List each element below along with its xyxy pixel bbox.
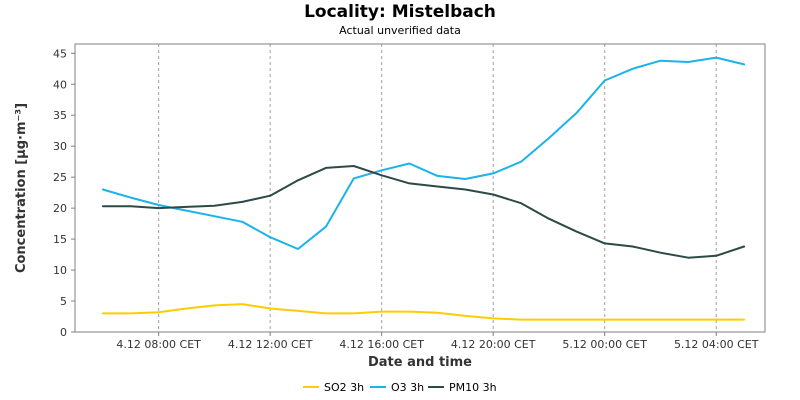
x-tick-label: 5.12 00:00 CET: [562, 338, 647, 351]
legend-label: PM10 3h: [449, 381, 497, 394]
y-axis-ticks: 0 5 10 15 20 25 30 35 40 45: [53, 47, 75, 339]
legend-label: O3 3h: [391, 381, 424, 394]
y-tick-label: 20: [53, 202, 67, 215]
x-tick-label: 4.12 16:00 CET: [339, 338, 424, 351]
y-tick-label: 0: [60, 326, 67, 339]
chart-subtitle: Actual unverified data: [339, 24, 461, 37]
y-tick-label: 5: [60, 295, 67, 308]
x-tick-label: 5.12 04:00 CET: [674, 338, 759, 351]
y-tick-label: 15: [53, 233, 67, 246]
legend-item: SO2 3h: [303, 381, 364, 394]
y-tick-label: 40: [53, 78, 67, 91]
legend-item: O3 3h: [370, 381, 424, 394]
plot-area-border: [74, 43, 766, 333]
y-axis-label: Concentration [µg·m⁻³]: [14, 103, 29, 273]
series-line-pm10-3h: [101, 165, 746, 259]
y-tick-label: 35: [53, 109, 67, 122]
series-lines: [101, 56, 746, 321]
series-line-o3-3h: [101, 56, 746, 250]
x-axis-label: Date and time: [368, 355, 472, 370]
series-line-so2-3h: [101, 303, 746, 321]
y-tick-label: 30: [53, 140, 67, 153]
legend: SO2 3h O3 3h PM10 3h: [303, 381, 497, 394]
y-tick-label: 25: [53, 171, 67, 184]
x-tick-label: 4.12 20:00 CET: [451, 338, 536, 351]
legend-label: SO2 3h: [324, 381, 364, 394]
legend-item: PM10 3h: [428, 381, 497, 394]
x-tick-label: 4.12 12:00 CET: [228, 338, 313, 351]
y-tick-label: 10: [53, 264, 67, 277]
y-tick-label: 45: [53, 47, 67, 60]
x-axis-ticks: 4.12 08:00 CET 4.12 12:00 CET 4.12 16:00 C…: [116, 332, 759, 351]
grid: [158, 44, 717, 332]
chart-title: Locality: Mistelbach: [304, 2, 496, 22]
x-tick-label: 4.12 08:00 CET: [116, 338, 201, 351]
